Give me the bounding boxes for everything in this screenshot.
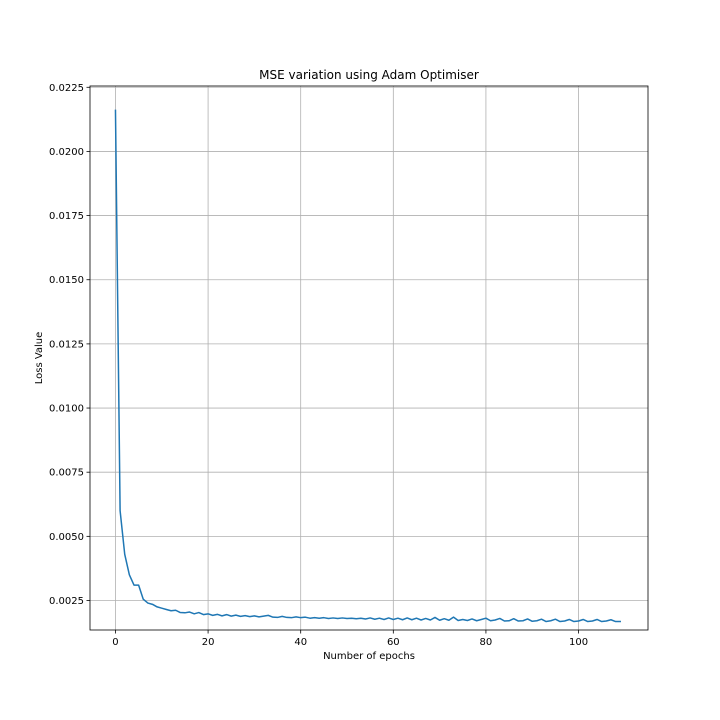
y-tick-label: 0.0025 xyxy=(49,596,84,607)
x-tick-label: 40 xyxy=(294,637,307,648)
y-tick-label: 0.0125 xyxy=(49,339,84,350)
plot-frame xyxy=(89,85,649,631)
y-tick-label: 0.0175 xyxy=(49,211,84,222)
y-tick-label: 0.0100 xyxy=(49,404,84,415)
x-axis-label: Number of epochs xyxy=(323,651,415,662)
y-axis: 0.0025 0.0050 0.0075 0.0100 0.0125 0.0150 0.01… xyxy=(49,83,90,607)
x-tick-label: 60 xyxy=(387,637,400,648)
y-tick-label: 0.0225 xyxy=(49,83,84,94)
x-tick-label: 80 xyxy=(480,637,493,648)
chart-title: MSE variation using Adam Optimiser xyxy=(259,68,479,82)
series-layer xyxy=(114,109,621,623)
x-tick-label: 20 xyxy=(202,637,215,648)
series-line xyxy=(114,109,621,623)
y-tick-label: 0.0200 xyxy=(49,147,84,158)
x-axis: 0 20 40 60 80 100 xyxy=(112,630,588,648)
x-tick-label: 0 xyxy=(112,637,118,648)
y-tick-label: 0.0075 xyxy=(49,468,84,479)
y-axis-label: Loss Value xyxy=(34,332,45,385)
grid xyxy=(90,86,648,630)
y-tick-label: 0.0050 xyxy=(49,532,84,543)
y-tick-label: 0.0150 xyxy=(49,275,84,286)
x-tick-label: 100 xyxy=(569,637,588,648)
